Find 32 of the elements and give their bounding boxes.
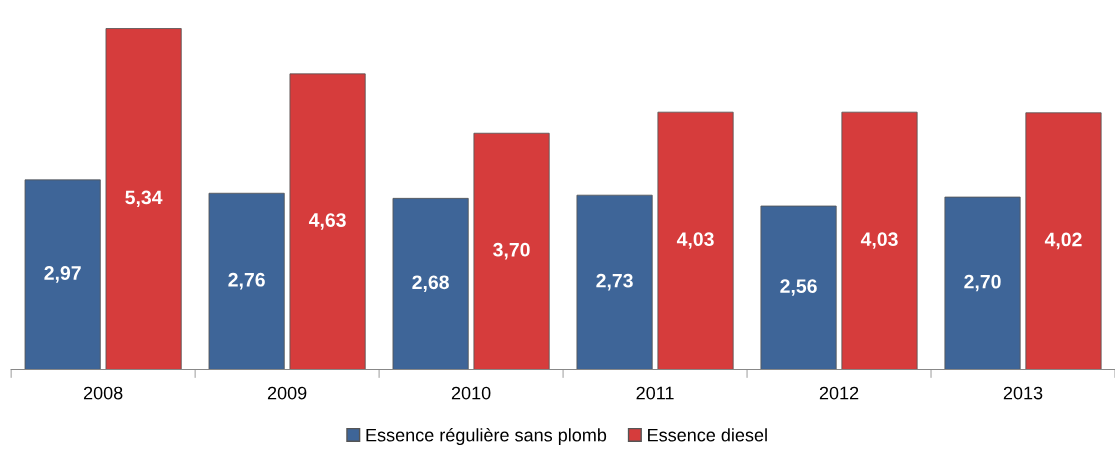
x-tick-label: 2010 — [451, 386, 491, 400]
x-tick-label: 2012 — [819, 386, 859, 400]
bar — [24, 179, 101, 370]
data-label: 5,34 — [125, 190, 163, 208]
bar — [392, 197, 469, 370]
bar — [1025, 112, 1102, 370]
bar — [760, 205, 837, 370]
bar — [289, 73, 366, 370]
data-label: 4,03 — [676, 232, 714, 249]
bar — [841, 111, 918, 370]
data-label: 2,56 — [780, 279, 817, 296]
bar — [473, 132, 550, 370]
data-label: 2,97 — [44, 266, 81, 283]
legend-label: Essence régulière sans plomb — [366, 428, 607, 446]
x-tick-label: 2008 — [83, 386, 123, 400]
bar — [105, 28, 182, 370]
bar — [657, 111, 734, 370]
data-label: 2,70 — [964, 274, 1001, 292]
data-label: 3,70 — [493, 242, 530, 260]
data-label: 2,73 — [596, 273, 633, 291]
data-label: 2,68 — [412, 275, 449, 292]
data-label: 4,03 — [860, 232, 898, 249]
legend-label: Essence diesel — [648, 428, 767, 442]
x-tick-label: 2009 — [267, 386, 307, 400]
x-tick-label: 2013 — [1003, 386, 1043, 400]
bar — [576, 194, 653, 370]
data-label: 4,63 — [308, 213, 346, 230]
data-label: 2,76 — [228, 272, 265, 290]
data-label: 4,02 — [1044, 232, 1082, 250]
bar — [208, 192, 285, 370]
bar — [944, 196, 1021, 370]
x-tick-label: 2011 — [636, 386, 674, 400]
